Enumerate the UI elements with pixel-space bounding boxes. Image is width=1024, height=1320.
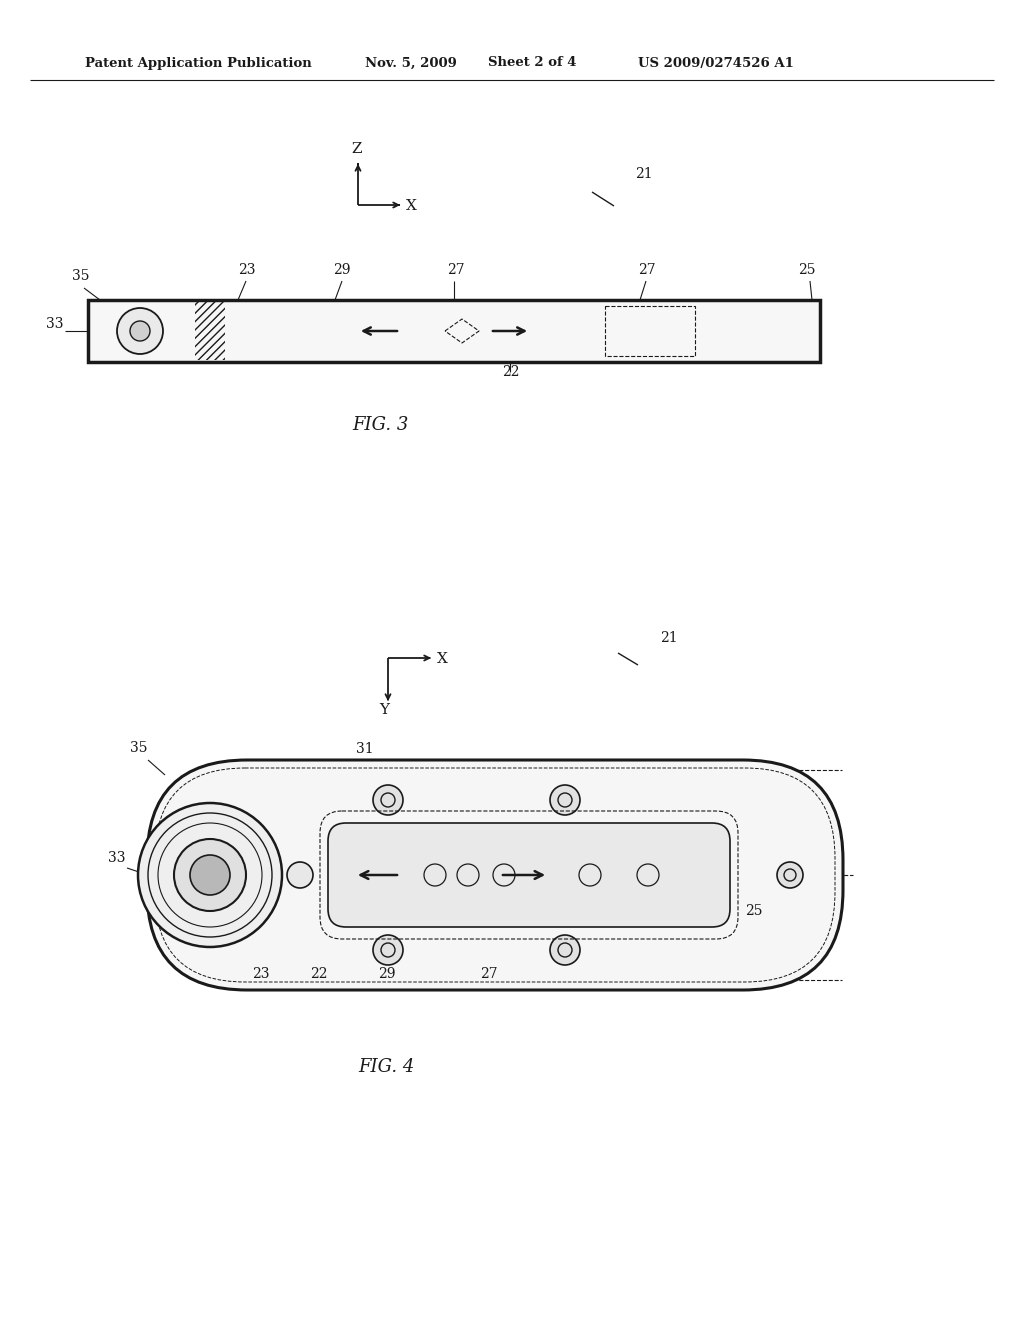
Text: Z: Z [351, 143, 361, 156]
Circle shape [777, 862, 803, 888]
Text: X: X [406, 199, 417, 213]
Bar [605, 306, 695, 356]
Text: 29: 29 [333, 263, 350, 277]
Text: X: X [437, 652, 447, 667]
Circle shape [550, 935, 580, 965]
Text: 21: 21 [635, 168, 652, 181]
Circle shape [287, 862, 313, 888]
Text: FIG. 4: FIG. 4 [358, 1059, 415, 1076]
Text: Sheet 2 of 4: Sheet 2 of 4 [488, 57, 577, 70]
Circle shape [130, 321, 150, 341]
Text: 25: 25 [745, 904, 763, 917]
Text: 27: 27 [480, 968, 498, 981]
Text: 33: 33 [108, 851, 126, 865]
Circle shape [117, 308, 163, 354]
Text: 33: 33 [46, 317, 63, 331]
Text: 23: 23 [238, 263, 256, 277]
Text: Patent Application Publication: Patent Application Publication [85, 57, 311, 70]
Text: 29: 29 [378, 968, 395, 981]
Circle shape [190, 855, 230, 895]
Text: Y: Y [379, 704, 389, 717]
Text: 22: 22 [502, 366, 519, 379]
Text: 35: 35 [72, 269, 89, 282]
Circle shape [373, 935, 403, 965]
Circle shape [550, 785, 580, 814]
Circle shape [174, 840, 246, 911]
Text: FIG. 3: FIG. 3 [352, 416, 409, 434]
Text: 35: 35 [130, 741, 147, 755]
Bar [88, 300, 820, 362]
FancyBboxPatch shape [328, 822, 730, 927]
Text: 25: 25 [798, 263, 815, 277]
Circle shape [373, 785, 403, 814]
Text: US 2009/0274526 A1: US 2009/0274526 A1 [638, 57, 794, 70]
Bar [195, 302, 225, 360]
Text: 31: 31 [356, 742, 374, 756]
Text: 27: 27 [447, 263, 465, 277]
Text: 23: 23 [252, 968, 269, 981]
Circle shape [138, 803, 282, 946]
Text: 22: 22 [310, 968, 328, 981]
Text: Nov. 5, 2009: Nov. 5, 2009 [365, 57, 457, 70]
Text: 21: 21 [660, 631, 678, 645]
FancyBboxPatch shape [147, 760, 843, 990]
Text: 27: 27 [638, 263, 655, 277]
